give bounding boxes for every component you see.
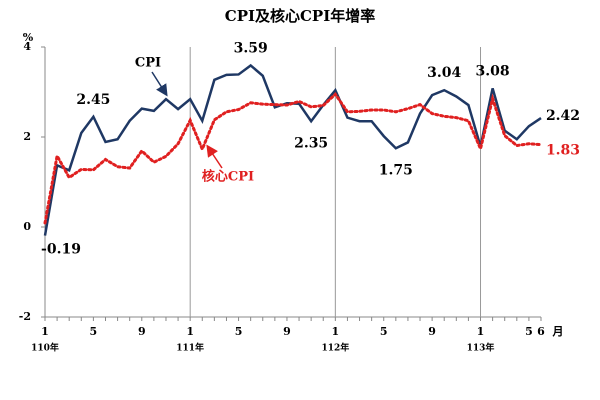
x-tick-label: 5 (235, 325, 243, 338)
x-tick-label: 9 (283, 325, 291, 338)
data-label: 3.04 (427, 65, 461, 81)
legend-label: 核心CPI (202, 169, 254, 185)
x-tick-label: 6 (537, 325, 545, 338)
data-label: 2.42 (546, 108, 580, 124)
x-year-label: 113年 (467, 342, 495, 354)
series-line (43, 63, 542, 236)
x-unit: 月 (552, 325, 564, 338)
x-tick-label: 1 (332, 325, 340, 338)
x-tick-label: 5 (380, 325, 388, 338)
x-year-label: 112年 (321, 342, 349, 354)
x-tick-label: 1 (186, 325, 194, 338)
x-tick-label: 1 (477, 325, 485, 338)
x-tick-label: 5 (90, 325, 98, 338)
x-tick-label: 9 (138, 325, 146, 338)
chart-title: CPI及核心CPI年增率 (225, 7, 375, 25)
x-year-label: 111年 (176, 342, 204, 354)
data-label: 1.83 (546, 143, 580, 159)
x-tick-label: 1 (41, 325, 49, 338)
y-tick-label: 2 (23, 130, 31, 143)
legend-label: CPI (135, 56, 161, 71)
data-label: -0.19 (41, 242, 81, 258)
y-tick-label: 4 (23, 40, 31, 53)
x-year-label: 110年 (31, 342, 59, 354)
series-line (43, 91, 543, 225)
y-tick-label: -2 (19, 310, 31, 323)
x-tick-label: 9 (428, 325, 436, 338)
y-unit: % (23, 31, 34, 44)
x-tick-label: 5 (525, 325, 533, 338)
legend-arrow (206, 144, 223, 169)
y-tick-label: 0 (23, 220, 31, 233)
data-label: 1.75 (379, 162, 413, 178)
legend-arrow (151, 71, 168, 97)
data-label: 3.08 (476, 63, 510, 79)
data-label: 3.59 (234, 40, 268, 56)
data-label: 2.45 (76, 92, 110, 108)
data-label: 2.35 (294, 135, 328, 151)
